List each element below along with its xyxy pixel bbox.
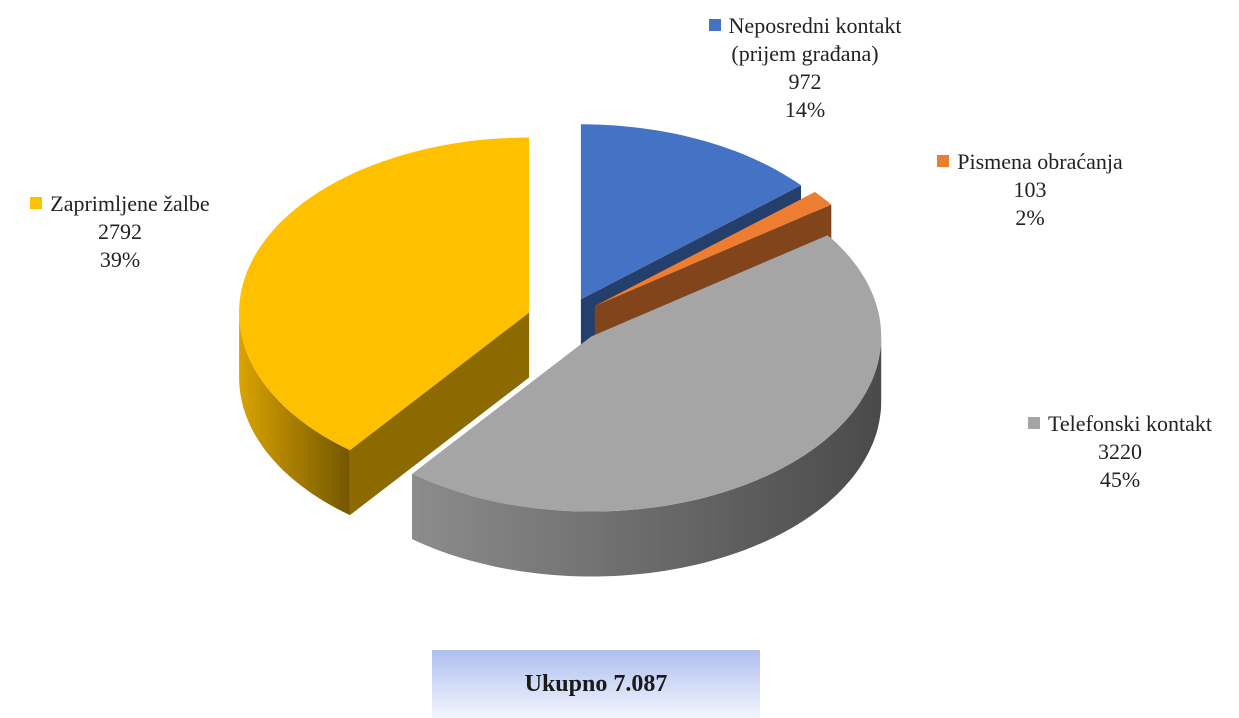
slice-edge [349, 312, 530, 516]
label-percent: 39% [0, 246, 240, 274]
legend-swatch [1027, 417, 1040, 429]
percent-text: 2% [1015, 205, 1045, 230]
category-name: Telefonski kontakt [1047, 411, 1213, 436]
category-name: Pismena obraćanja [957, 149, 1123, 174]
data-label: Telefonski kontakt 3220 45% [990, 410, 1239, 494]
percent-text: 14% [784, 97, 826, 122]
total-box: Ukupno 7.087 [432, 650, 760, 718]
slice [412, 235, 882, 512]
legend-swatch [708, 19, 721, 31]
slice-side [412, 336, 882, 577]
label-percent: 2% [905, 204, 1155, 232]
label-value: 3220 [990, 438, 1239, 466]
category-name: Zaprimljene žalbe [50, 191, 210, 216]
slice [239, 137, 530, 451]
label-value: 103 [905, 176, 1155, 204]
percent-text: 39% [99, 247, 141, 272]
category-name: Neposredni kontakt (prijem građana) [728, 13, 902, 66]
data-label: Neposredni kontakt (prijem građana) 972 14… [690, 12, 920, 124]
percent-text: 45% [1099, 467, 1141, 492]
slice [594, 192, 832, 306]
value-text: 972 [788, 69, 822, 94]
data-label: Pismena obraćanja 103 2% [905, 148, 1155, 232]
label-value: 972 [690, 68, 920, 96]
label-name: Neposredni kontakt (prijem građana) [690, 12, 920, 68]
label-name: Pismena obraćanja [905, 148, 1155, 176]
label-percent: 14% [690, 96, 920, 124]
label-percent: 45% [990, 466, 1239, 494]
value-text: 103 [1013, 177, 1047, 202]
label-name: Telefonski kontakt [990, 410, 1239, 438]
label-value: 2792 [0, 218, 240, 246]
slice [580, 124, 801, 300]
value-text: 3220 [1098, 439, 1142, 464]
legend-swatch [937, 155, 950, 167]
slice-side [239, 312, 350, 516]
label-name: Zaprimljene žalbe [0, 190, 240, 218]
data-label: Zaprimljene žalbe 2792 39% [0, 190, 240, 274]
chart [239, 124, 882, 577]
value-text: 2792 [98, 219, 142, 244]
legend-swatch [30, 197, 43, 209]
